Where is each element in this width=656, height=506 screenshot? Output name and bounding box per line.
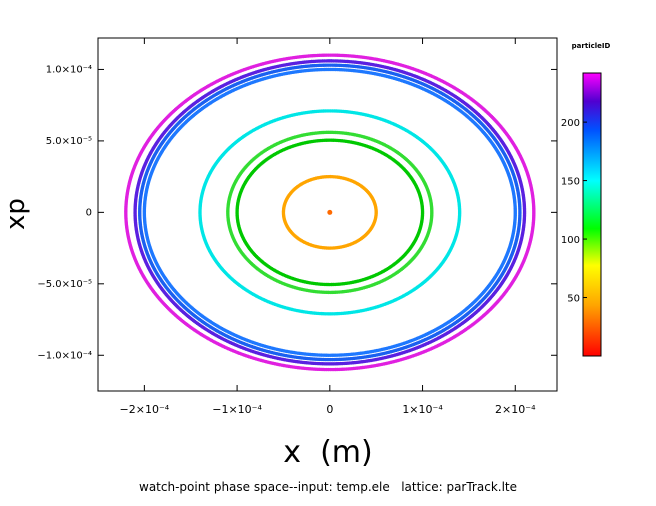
colorbar-title: particleID — [572, 42, 611, 50]
ring-particle-180 — [142, 67, 517, 357]
y-tick-label: 5.0×10⁻⁵ — [46, 136, 92, 147]
ring-particle-10 — [327, 209, 333, 215]
particle-point — [513, 209, 517, 213]
colorbar-tick-label: 200 — [561, 118, 580, 129]
particle-point — [457, 209, 462, 213]
plot-caption: watch-point phase space--input: temp.ele… — [139, 480, 517, 494]
ring-particle-60 — [281, 174, 378, 250]
y-tick-label: −1.0×10⁻⁴ — [37, 350, 92, 361]
x-tick-label: 2×10⁻⁴ — [495, 403, 536, 416]
plot-frame — [97, 37, 558, 392]
ring-particle-105 — [235, 138, 425, 287]
colorbar-ticks: 50 100 150 200 — [561, 118, 587, 305]
y-axis-ticks: 1.0×10⁻⁴ 5.0×10⁻⁵ 0 −5.0×10⁻⁵ −1.0×10⁻⁴ — [37, 64, 557, 361]
y-tick-label: 0 — [86, 207, 92, 218]
colorbar-tick-label: 150 — [561, 177, 580, 188]
particle-point — [374, 209, 378, 213]
particle-point — [327, 209, 333, 215]
colorbar-tick-label: 50 — [567, 294, 580, 305]
colorbar-tick-label: 100 — [561, 235, 580, 246]
particle-point — [522, 209, 527, 213]
ring-particle-240 — [124, 53, 536, 372]
particle-point — [430, 209, 434, 213]
particle-point — [532, 209, 536, 213]
particle-rings — [124, 53, 536, 372]
y-tick-label: −5.0×10⁻⁵ — [37, 279, 92, 290]
colorbar — [582, 72, 602, 357]
x-axis-label: x (m) — [283, 435, 372, 470]
x-tick-label: −1×10⁻⁴ — [212, 403, 262, 416]
ring-particle-150 — [198, 109, 462, 316]
particle-point — [518, 209, 522, 213]
ring-particle-210 — [133, 59, 527, 366]
particle-point — [420, 209, 425, 213]
x-axis-ticks: −2×10⁻⁴ −1×10⁻⁴ 0 1×10⁻⁴ 2×10⁻⁴ — [120, 38, 536, 416]
ring-particle-190 — [138, 63, 522, 362]
x-tick-label: 1×10⁻⁴ — [402, 403, 443, 416]
ring-particle-120 — [226, 130, 434, 295]
x-tick-label: −2×10⁻⁴ — [120, 403, 170, 416]
x-tick-label: 0 — [326, 403, 333, 416]
y-tick-label: 1.0×10⁻⁴ — [46, 64, 92, 75]
y-axis-label: xp — [1, 198, 31, 230]
